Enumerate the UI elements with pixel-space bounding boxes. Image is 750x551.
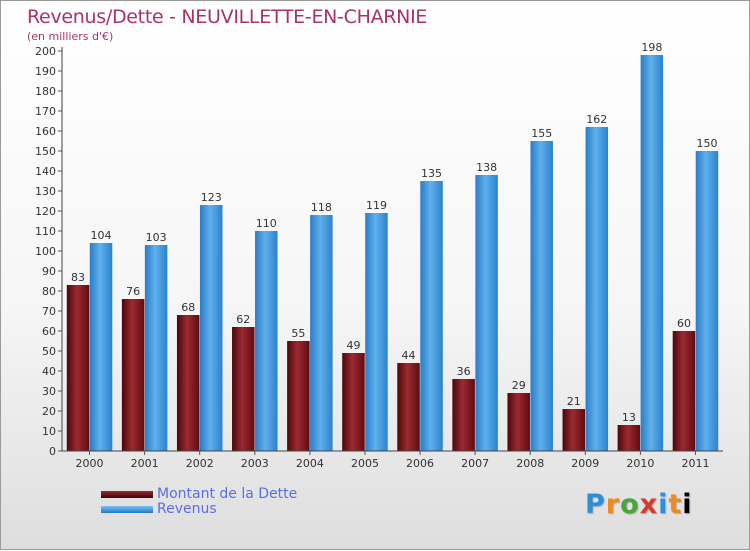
data-label-dette: 76: [126, 285, 140, 298]
bar-revenus: [310, 215, 333, 451]
bar-dette: [617, 425, 641, 451]
bar-revenus: [255, 231, 278, 451]
x-tick-label: 2006: [406, 457, 434, 470]
y-tick-label: 60: [42, 325, 56, 338]
y-tick-label: 190: [35, 65, 56, 78]
y-tick-label: 20: [42, 405, 56, 418]
bar-dette: [232, 327, 255, 451]
data-label-dette: 21: [567, 395, 581, 408]
legend-label-revenus: Revenus: [157, 501, 217, 517]
y-tick-label: 170: [35, 105, 56, 118]
bar-dette: [176, 315, 200, 451]
bar-dette: [121, 299, 145, 451]
y-tick-label: 10: [42, 425, 56, 438]
data-label-dette: 62: [236, 313, 250, 326]
data-label-revenus: 198: [641, 41, 662, 54]
bar-revenus: [695, 151, 719, 451]
y-tick-label: 90: [42, 265, 56, 278]
data-label-revenus: 150: [696, 137, 717, 150]
data-label-dette: 60: [677, 317, 691, 330]
bar-revenus: [585, 127, 609, 451]
legend-swatch-revenus: [101, 505, 153, 513]
data-label-dette: 83: [71, 271, 85, 284]
x-tick-label: 2003: [241, 457, 269, 470]
bar-revenus: [530, 141, 553, 451]
chart-title: Revenus/Dette - NEUVILLETTE-EN-CHARNIE: [27, 6, 428, 28]
y-tick-label: 160: [35, 125, 56, 138]
legend-item-revenus: Revenus: [101, 501, 217, 517]
bar-revenus: [89, 243, 113, 451]
bar-dette: [672, 331, 696, 451]
data-label-dette: 49: [346, 339, 360, 352]
x-tick-label: 2004: [296, 457, 324, 470]
data-label-revenus: 162: [586, 113, 607, 126]
bar-revenus: [420, 181, 443, 451]
bar-revenus: [365, 213, 388, 451]
y-tick-label: 130: [35, 185, 56, 198]
data-label-dette: 13: [622, 411, 636, 424]
bar-dette: [507, 393, 530, 451]
data-label-dette: 55: [291, 327, 305, 340]
bar-dette: [66, 285, 90, 451]
data-label-revenus: 135: [421, 167, 442, 180]
bar-revenus: [144, 245, 168, 451]
y-tick-label: 120: [35, 205, 56, 218]
bar-dette: [342, 353, 365, 451]
x-tick-label: 2002: [186, 457, 214, 470]
y-tick-label: 100: [35, 245, 56, 258]
y-tick-label: 140: [35, 165, 56, 178]
chart-subtitle: (en milliers d'€): [27, 30, 114, 43]
bar-revenus: [640, 55, 664, 451]
y-tick-label: 40: [42, 365, 56, 378]
x-tick-label: 2007: [461, 457, 489, 470]
y-tick-label: 150: [35, 145, 56, 158]
bar-dette: [452, 379, 475, 451]
x-tick-label: 2009: [571, 457, 599, 470]
data-label-revenus: 119: [366, 199, 387, 212]
x-tick-label: 2011: [681, 457, 709, 470]
bar-dette: [287, 341, 310, 451]
y-tick-label: 180: [35, 85, 56, 98]
data-label-revenus: 104: [91, 229, 112, 242]
legend-swatch-dette: [101, 490, 153, 498]
bar-dette: [562, 409, 586, 451]
proxiti-logo: Proxiti: [585, 489, 693, 520]
data-label-revenus: 138: [476, 161, 497, 174]
y-tick-label: 110: [35, 225, 56, 238]
x-tick-label: 2000: [76, 457, 104, 470]
bar-dette: [397, 363, 420, 451]
data-label-revenus: 103: [146, 231, 167, 244]
data-label-dette: 36: [457, 365, 471, 378]
x-tick-label: 2005: [351, 457, 379, 470]
data-label-revenus: 118: [311, 201, 332, 214]
x-tick-label: 2010: [626, 457, 654, 470]
data-label-dette: 44: [402, 349, 416, 362]
data-label-dette: 29: [512, 379, 526, 392]
x-tick-label: 2008: [516, 457, 544, 470]
y-tick-label: 0: [49, 445, 56, 458]
y-tick-label: 30: [42, 385, 56, 398]
y-tick-label: 70: [42, 305, 56, 318]
y-tick-label: 50: [42, 345, 56, 358]
data-label-revenus: 155: [531, 127, 552, 140]
x-tick-label: 2001: [131, 457, 159, 470]
data-label-revenus: 123: [201, 191, 222, 204]
data-label-revenus: 110: [256, 217, 277, 230]
bar-revenus: [475, 175, 498, 451]
legend-label-dette: Montant de la Dette: [157, 486, 298, 502]
data-label-dette: 68: [181, 301, 195, 314]
bar-revenus: [199, 205, 223, 451]
y-tick-label: 80: [42, 285, 56, 298]
legend-item-dette: Montant de la Dette: [101, 486, 297, 502]
y-tick-label: 200: [35, 45, 56, 58]
